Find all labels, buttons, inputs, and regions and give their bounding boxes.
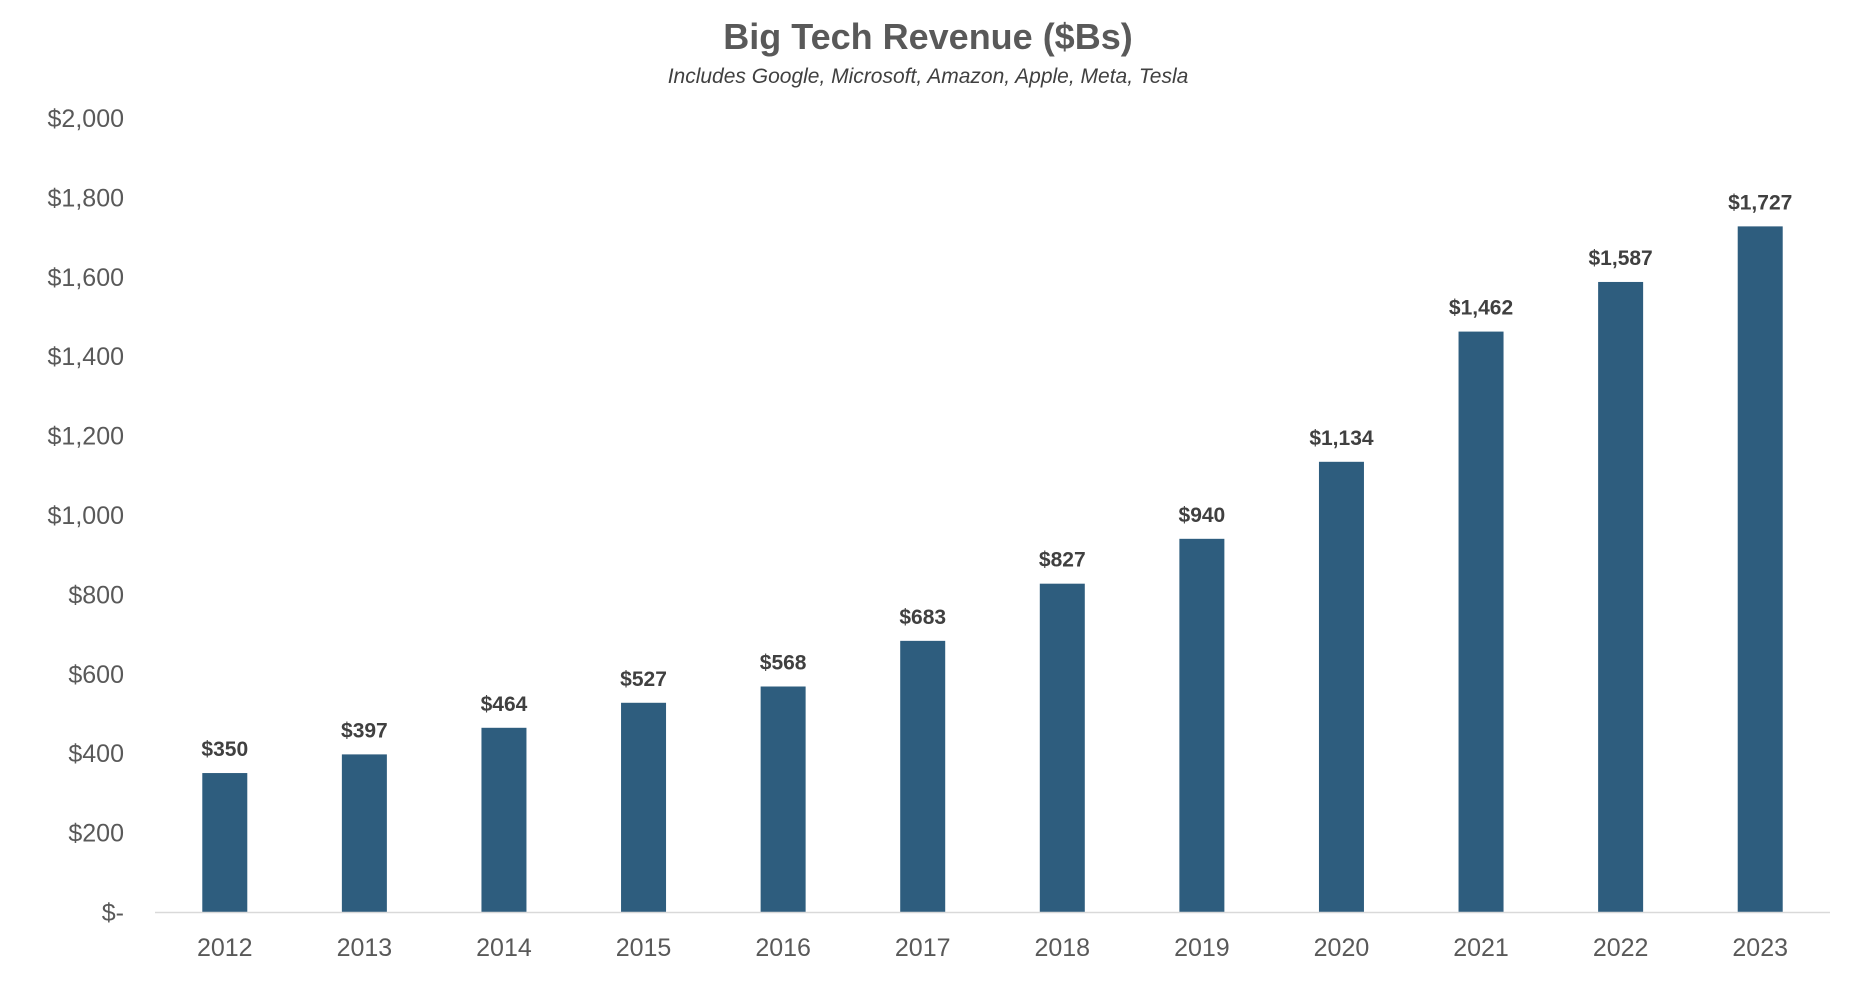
data-label-2022: $1,587 — [1589, 247, 1653, 270]
x-tick-label-2019: 2019 — [1174, 934, 1230, 962]
x-tick-label-2014: 2014 — [476, 934, 532, 962]
x-tick-label-2021: 2021 — [1453, 934, 1509, 962]
data-label-2017: $683 — [899, 606, 946, 629]
x-axis-tick-labels: 2012 2013 2014 2015 2016 2017 2018 2019 2020 2021… — [197, 934, 1788, 962]
bar-series — [202, 226, 1783, 913]
data-label-2013: $397 — [341, 719, 388, 742]
bar-2022 — [1598, 281, 1644, 912]
x-tick-label-2016: 2016 — [755, 934, 811, 962]
data-label-2012: $350 — [201, 738, 248, 761]
y-tick-label: $600 — [68, 661, 124, 689]
bar-2014 — [481, 727, 527, 912]
data-label-2014: $464 — [481, 693, 528, 716]
data-label-2020: $1,134 — [1309, 427, 1374, 450]
y-tick-label: $1,400 — [48, 343, 124, 371]
bar-2012 — [202, 773, 248, 912]
bar-2017 — [900, 640, 946, 912]
bar-2016 — [760, 686, 806, 912]
x-tick-label-2023: 2023 — [1732, 934, 1788, 962]
data-labels: $350 $397 $464 $527 $568 $683 $827 $940 $1,134 $1… — [201, 191, 1792, 761]
y-tick-label: $1,600 — [48, 264, 124, 292]
y-tick-label: $- — [102, 899, 124, 927]
bar-2023 — [1737, 226, 1783, 913]
y-tick-label: $1,200 — [48, 423, 124, 451]
y-tick-label: $400 — [68, 740, 124, 768]
bar-2021 — [1458, 331, 1504, 912]
y-tick-label: $2,000 — [48, 105, 124, 133]
y-axis-tick-labels: $- $200 $400 $600 $800 $1,000 $1,200 $1,400 $1,6… — [48, 105, 124, 927]
data-label-2016: $568 — [760, 652, 807, 675]
x-tick-label-2013: 2013 — [337, 934, 393, 962]
x-tick-label-2022: 2022 — [1593, 934, 1649, 962]
data-label-2019: $940 — [1179, 504, 1226, 527]
bar-2015 — [621, 702, 667, 912]
y-tick-label: $200 — [68, 820, 124, 848]
y-tick-label: $800 — [68, 581, 124, 609]
chart-subtitle: Includes Google, Microsoft, Amazon, Appl… — [668, 65, 1189, 88]
chart-title: Big Tech Revenue ($Bs) — [723, 16, 1132, 57]
x-tick-label-2018: 2018 — [1034, 934, 1090, 962]
y-tick-label: $1,000 — [48, 502, 124, 530]
x-tick-label-2020: 2020 — [1314, 934, 1370, 962]
data-label-2015: $527 — [620, 668, 667, 691]
bar-2018 — [1039, 583, 1085, 912]
data-label-2023: $1,727 — [1728, 191, 1792, 214]
bar-2020 — [1318, 461, 1364, 912]
x-tick-label-2015: 2015 — [616, 934, 672, 962]
data-label-2021: $1,462 — [1449, 297, 1513, 320]
bar-2013 — [341, 754, 387, 912]
y-tick-label: $1,800 — [48, 184, 124, 212]
data-label-2018: $827 — [1039, 549, 1086, 572]
x-tick-label-2017: 2017 — [895, 934, 951, 962]
bar-2019 — [1179, 538, 1225, 912]
x-tick-label-2012: 2012 — [197, 934, 253, 962]
